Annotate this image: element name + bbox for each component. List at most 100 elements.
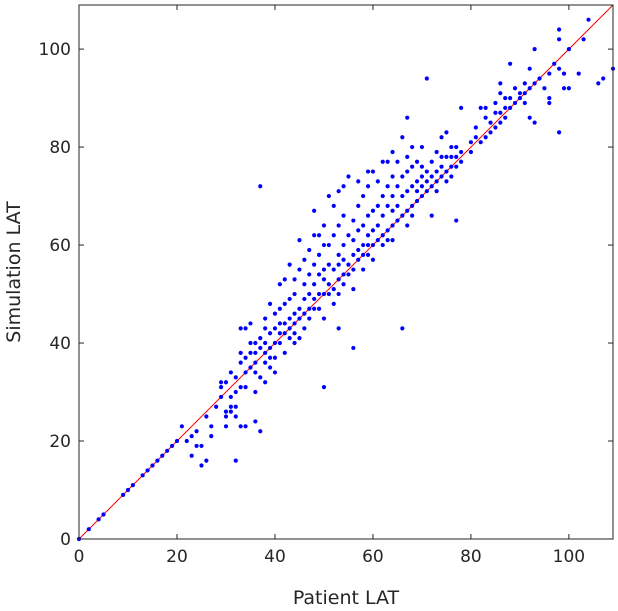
data-point [547, 95, 552, 101]
data-point [233, 458, 238, 463]
data-point [429, 174, 434, 179]
data-point [238, 350, 243, 355]
data-point [307, 247, 312, 253]
data-point [405, 115, 410, 120]
data-point [174, 438, 180, 444]
data-point [238, 424, 243, 429]
data-point [410, 184, 415, 189]
data-point [356, 257, 361, 262]
data-point [410, 164, 415, 169]
data-point [130, 483, 135, 488]
data-point [390, 208, 395, 213]
data-point [253, 419, 258, 424]
data-point [508, 105, 513, 110]
data-point [459, 159, 464, 164]
data-point [263, 340, 268, 346]
data-point [238, 385, 243, 390]
data-point [282, 301, 287, 306]
data-point [272, 340, 278, 346]
data-point [385, 228, 390, 233]
data-point [263, 380, 268, 385]
data-point [517, 91, 523, 96]
data-point [503, 105, 508, 110]
data-point [321, 385, 327, 390]
data-point [253, 350, 258, 355]
data-point [243, 385, 248, 390]
data-point [307, 291, 312, 297]
data-point [390, 238, 395, 243]
data-point [434, 189, 439, 194]
data-point [292, 321, 297, 326]
data-point [346, 262, 351, 267]
data-point [434, 169, 439, 174]
data-point [297, 238, 302, 243]
data-point [356, 247, 361, 253]
data-point [356, 228, 361, 233]
data-point [400, 174, 405, 179]
data-point [380, 242, 385, 248]
data-point [331, 233, 336, 238]
data-point [351, 238, 356, 243]
data-point [390, 193, 395, 199]
data-point [429, 159, 434, 164]
data-point [405, 223, 410, 228]
data-point [277, 321, 282, 326]
data-point [405, 208, 410, 213]
data-point [258, 375, 263, 380]
data-point [444, 154, 449, 159]
x-axis-ticks: 0 20 40 60 80 100 [74, 5, 585, 567]
data-point [561, 86, 567, 91]
data-point [370, 169, 376, 174]
data-point [312, 282, 317, 287]
data-point [449, 154, 454, 159]
y-tick-label: 60 [49, 236, 71, 256]
data-point [395, 218, 400, 223]
data-point [390, 149, 395, 155]
data-point [258, 336, 263, 341]
data-point [517, 95, 523, 101]
data-point [410, 203, 415, 208]
data-point [601, 76, 606, 81]
data-point [557, 130, 562, 135]
data-point [512, 100, 518, 106]
data-point [321, 242, 327, 248]
data-point [557, 27, 562, 32]
data-point [493, 100, 498, 106]
data-point [194, 443, 199, 449]
data-point [468, 140, 474, 145]
data-point [228, 394, 233, 400]
data-point [395, 159, 400, 164]
data-point [566, 46, 572, 52]
data-point [498, 81, 503, 86]
data-point [532, 120, 537, 125]
data-point [400, 213, 405, 218]
data-point [312, 208, 317, 213]
data-point [385, 159, 390, 164]
data-point [316, 272, 322, 277]
data-point [160, 453, 165, 458]
data-point [204, 414, 209, 419]
data-point [302, 311, 307, 316]
data-point [263, 316, 268, 321]
data-point [537, 76, 542, 81]
data-point [321, 223, 327, 228]
data-point [361, 252, 366, 257]
data-point [312, 296, 317, 302]
data-point [336, 223, 341, 228]
data-point [365, 169, 371, 174]
data-point [424, 189, 429, 194]
data-point [498, 91, 503, 96]
data-point [444, 169, 449, 174]
data-point [258, 184, 263, 189]
data-point [454, 144, 459, 150]
data-point [120, 492, 126, 498]
data-point [297, 306, 302, 311]
data-point [287, 326, 292, 331]
data-point [209, 434, 214, 439]
data-point [223, 409, 229, 414]
data-point [390, 223, 395, 228]
data-point [542, 86, 547, 91]
data-point [326, 282, 331, 287]
data-point [331, 287, 336, 292]
data-point [277, 331, 282, 336]
